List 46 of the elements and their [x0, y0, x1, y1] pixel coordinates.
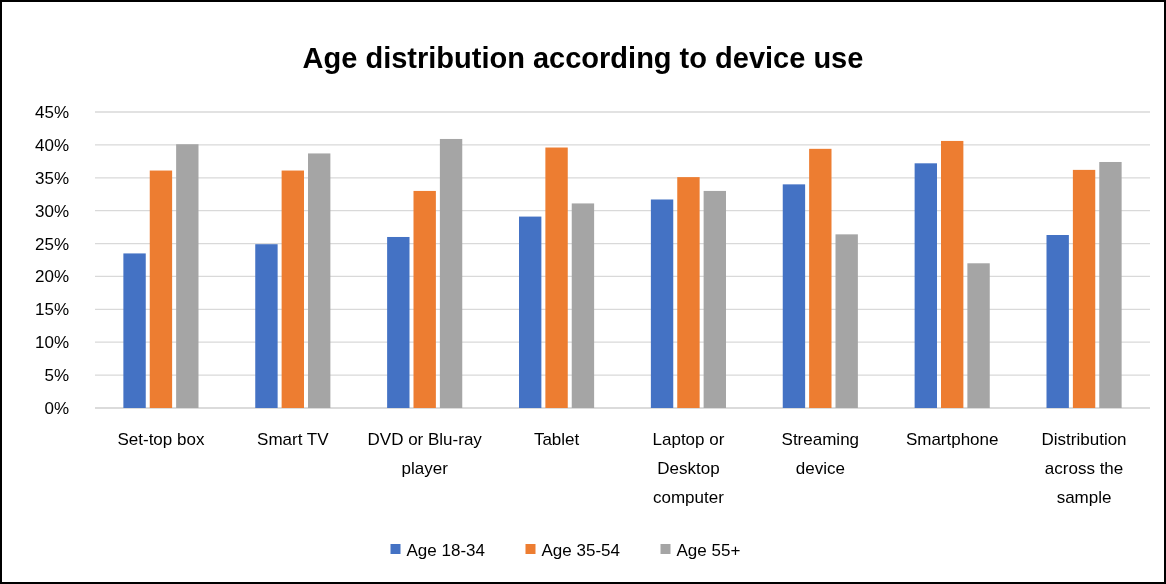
bar: [545, 147, 568, 408]
bar: [413, 190, 436, 408]
x-tick-label: Smart TV: [257, 430, 330, 449]
bar: [176, 144, 199, 408]
y-tick-label: 0%: [44, 398, 69, 418]
x-tick-label: Streaming device: [781, 430, 860, 478]
legend-label: Age 35-54: [541, 540, 620, 560]
bar: [677, 177, 700, 408]
bar: [809, 148, 832, 408]
bar: [149, 170, 173, 408]
x-tick-label: Distribution across the sample: [1041, 430, 1127, 507]
bar: [782, 184, 806, 408]
x-tick-label: Smartphone: [905, 430, 999, 449]
bar: [1046, 235, 1069, 408]
bar: [308, 153, 331, 408]
y-tick-label: 45%: [34, 102, 69, 122]
legend-label: Age 18-34: [406, 540, 485, 560]
bar: [1099, 161, 1122, 408]
y-tick-label: 15%: [34, 300, 69, 320]
y-tick-label: 30%: [34, 201, 69, 221]
bar: [703, 190, 726, 408]
bar: [835, 234, 858, 408]
y-tick-label: 5%: [44, 366, 69, 386]
bar: [439, 138, 463, 408]
bar: [967, 263, 990, 408]
chart-title: Age distribution according to device use: [302, 42, 864, 74]
y-tick-label: 10%: [34, 333, 69, 353]
bar: [281, 170, 304, 408]
y-tick-label: 25%: [34, 234, 69, 254]
y-tick-label: 35%: [34, 168, 69, 188]
x-tick-label: Set-top box: [117, 430, 205, 449]
bar: [571, 203, 595, 408]
y-tick-label: 20%: [34, 267, 69, 287]
bar: [914, 163, 937, 408]
y-tick-label: 40%: [34, 135, 69, 155]
bar: [387, 236, 410, 408]
bar: [255, 244, 278, 408]
legend-label: Age 55+: [676, 540, 741, 560]
bar: [1072, 169, 1096, 408]
bar: [123, 253, 146, 408]
x-tick-label: Tablet: [533, 430, 580, 449]
x-tick-label: Laptop or Desktop computer: [652, 430, 725, 507]
bar: [519, 216, 542, 408]
x-tick-label: DVD or Blu-ray player: [367, 430, 483, 478]
bar: [650, 199, 674, 408]
bar: [941, 140, 964, 408]
